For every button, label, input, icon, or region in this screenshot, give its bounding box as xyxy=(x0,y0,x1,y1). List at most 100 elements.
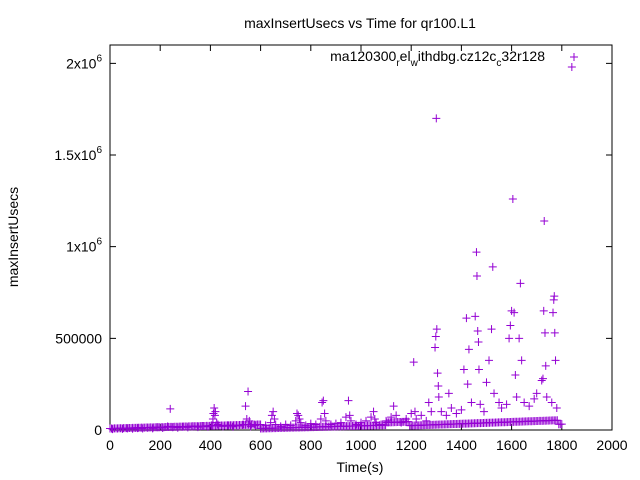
data-points xyxy=(106,63,576,434)
data-point xyxy=(476,400,485,409)
data-point xyxy=(318,398,327,407)
data-point xyxy=(540,328,549,337)
data-point xyxy=(409,358,418,367)
data-point xyxy=(210,411,219,420)
x-tick-label: 800 xyxy=(299,437,323,453)
y-axis-label: maxInsertUsecs xyxy=(5,187,21,287)
data-point xyxy=(296,418,305,427)
data-point xyxy=(549,295,558,304)
legend-label: ma120300relwithdbg.cz12cc32r128 xyxy=(330,48,545,69)
data-point xyxy=(551,356,560,365)
x-tick-label: 1200 xyxy=(396,437,427,453)
data-point xyxy=(407,409,416,418)
data-point xyxy=(431,343,440,352)
data-point xyxy=(210,404,219,412)
data-point xyxy=(392,411,401,420)
data-point xyxy=(473,327,482,335)
data-point xyxy=(344,396,353,405)
data-point xyxy=(537,376,546,385)
data-point xyxy=(485,356,494,365)
data-point xyxy=(345,411,354,420)
data-point xyxy=(505,334,514,343)
data-point xyxy=(552,404,561,412)
data-point xyxy=(547,398,556,407)
data-point xyxy=(369,407,378,416)
data-point xyxy=(472,272,481,280)
data-point xyxy=(294,411,303,420)
chart-title: maxInsertUsecs vs Time for qr100.L1 xyxy=(244,15,476,31)
data-point xyxy=(434,382,443,390)
data-point xyxy=(472,248,481,257)
data-point xyxy=(417,411,426,420)
data-point xyxy=(506,321,515,330)
data-point xyxy=(431,332,440,341)
data-point xyxy=(432,114,441,123)
data-point xyxy=(320,409,329,418)
data-point xyxy=(452,409,461,418)
data-point xyxy=(532,389,541,398)
x-tick-label: 2000 xyxy=(596,437,627,453)
legend: ma120300relwithdbg.cz12cc32r128 xyxy=(330,48,578,69)
data-point xyxy=(433,369,442,378)
data-point xyxy=(538,374,547,383)
x-tick-label: 600 xyxy=(249,437,273,453)
data-point xyxy=(539,306,548,315)
data-point xyxy=(432,325,441,334)
data-point xyxy=(211,407,220,416)
data-point xyxy=(490,389,499,398)
data-point xyxy=(341,413,350,422)
data-point xyxy=(550,292,559,301)
data-point xyxy=(487,325,496,334)
data-point xyxy=(412,415,421,423)
data-point xyxy=(502,400,511,409)
data-point xyxy=(482,378,491,387)
x-tick-label: 400 xyxy=(199,437,223,453)
data-point xyxy=(292,409,301,418)
data-point xyxy=(295,415,304,423)
data-point xyxy=(525,402,534,411)
data-point xyxy=(410,407,419,416)
data-point xyxy=(508,195,517,203)
x-axis-label: Time(s) xyxy=(337,459,384,475)
data-point xyxy=(530,394,539,403)
data-point xyxy=(457,405,466,414)
data-point xyxy=(437,407,446,416)
legend-marker xyxy=(570,53,578,61)
data-point xyxy=(511,371,520,379)
data-point xyxy=(479,407,488,416)
data-point xyxy=(540,217,549,225)
data-point xyxy=(321,416,330,425)
data-point xyxy=(367,413,376,422)
x-tick-label: 1600 xyxy=(496,437,527,453)
data-point xyxy=(166,404,175,413)
data-point xyxy=(270,415,279,423)
data-point xyxy=(319,396,328,405)
data-point xyxy=(462,314,471,323)
data-point xyxy=(516,279,525,288)
data-point xyxy=(387,413,396,422)
data-point xyxy=(424,398,433,407)
data-point xyxy=(269,407,278,416)
data-point xyxy=(542,393,551,401)
data-point xyxy=(208,415,217,423)
y-tick-label: 0 xyxy=(94,422,102,438)
data-point xyxy=(442,411,451,420)
data-point xyxy=(497,404,506,412)
data-point xyxy=(474,338,483,346)
x-tick-label: 1800 xyxy=(546,437,577,453)
data-point xyxy=(520,398,529,407)
x-tick-label: 1000 xyxy=(345,437,376,453)
data-point xyxy=(515,334,524,343)
x-tick-label: 200 xyxy=(149,437,173,453)
data-point xyxy=(459,365,468,374)
x-tick-label: 0 xyxy=(106,437,114,453)
data-point xyxy=(316,415,325,423)
x-tick-label: 1400 xyxy=(446,437,477,453)
data-point xyxy=(241,402,250,411)
data-point xyxy=(557,420,566,429)
data-point xyxy=(389,402,398,411)
data-point xyxy=(291,416,300,425)
data-point xyxy=(444,389,453,398)
y-tick-label: 1.5x106 xyxy=(54,145,102,163)
